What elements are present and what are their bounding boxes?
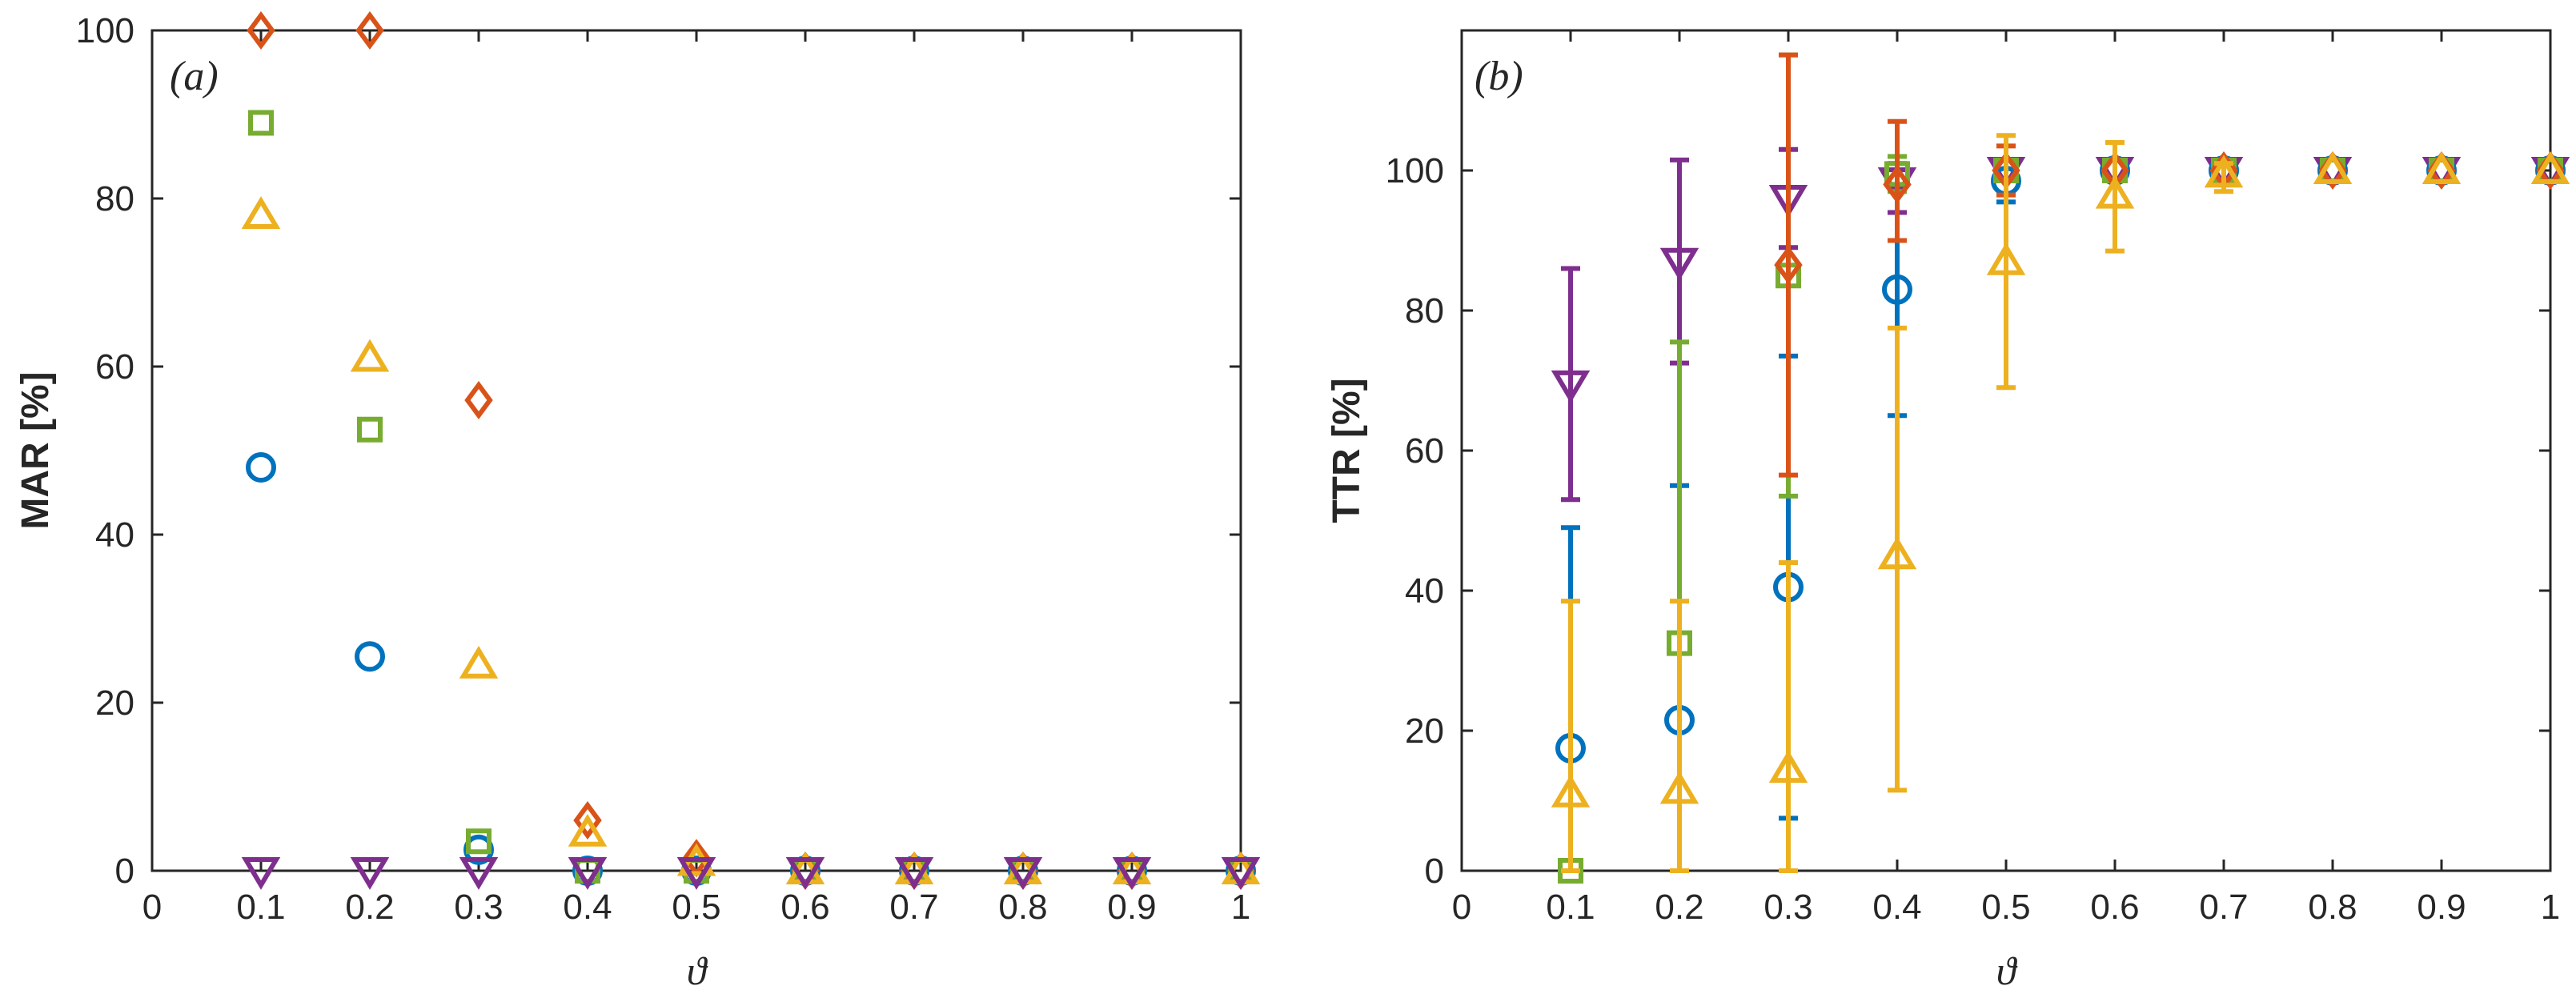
y-tick-label: 80 xyxy=(1405,291,1444,331)
y-tick-label: 0 xyxy=(115,852,134,891)
data-point xyxy=(1112,857,1152,890)
data-point xyxy=(1774,246,1803,285)
series-square xyxy=(1558,52,2563,884)
series-triangle-down xyxy=(241,857,1261,890)
data-point xyxy=(464,380,493,420)
x-tick-label: 0.2 xyxy=(1655,888,1703,927)
data-point xyxy=(894,857,934,890)
data-point xyxy=(1883,165,1912,204)
data-point xyxy=(2422,151,2462,184)
data-point xyxy=(568,813,608,847)
y-tick-label: 80 xyxy=(95,179,134,218)
data-point xyxy=(785,857,825,890)
data-point xyxy=(1659,247,1699,281)
x-tick-label: 0.9 xyxy=(1107,888,1156,927)
data-point xyxy=(2313,151,2353,184)
data-point xyxy=(247,10,275,50)
series-circle xyxy=(246,452,1256,886)
x-tick-label: 0.1 xyxy=(236,888,285,927)
x-tick-label: 0.5 xyxy=(672,888,720,927)
series-square xyxy=(248,110,1254,884)
panel-a-ticks: 0 0.1 0.2 0.3 0.4 0.5 0.6 0.7 0.8 0.9 1 0 20 40 60 80 10… xyxy=(76,11,1251,927)
x-tick-label: 0.7 xyxy=(889,888,938,927)
data-point xyxy=(1768,750,1808,784)
y-tick-label: 20 xyxy=(1405,711,1444,751)
y-tick-label: 0 xyxy=(1425,852,1444,891)
x-tick-label: 0.1 xyxy=(1546,888,1595,927)
panel-a-marks xyxy=(241,10,1261,891)
x-tick-label: 0.3 xyxy=(1763,888,1812,927)
data-point xyxy=(355,641,385,672)
y-tick-label: 40 xyxy=(95,515,134,555)
panel-b-ylabel: TTR [%] xyxy=(1326,378,1368,523)
panel-b-xlabel: ϑ xyxy=(1996,948,2018,993)
panel-b-marks xyxy=(1551,52,2570,884)
series-triangle-up xyxy=(1551,133,2570,873)
panel-a-ylabel: MAR [%] xyxy=(14,371,57,529)
x-tick-label: 0.3 xyxy=(454,888,503,927)
data-point xyxy=(355,10,384,50)
data-point xyxy=(2204,154,2244,188)
data-point xyxy=(1551,370,1591,403)
data-point xyxy=(1551,774,1591,808)
panel-a: 0 0.1 0.2 0.3 0.4 0.5 0.6 0.7 0.8 0.9 1 0 20 40 60 80 10… xyxy=(14,10,1261,993)
data-point xyxy=(466,828,492,855)
x-tick-label: 0.8 xyxy=(2308,888,2357,927)
y-tick-label: 20 xyxy=(95,683,134,723)
x-tick-label: 1 xyxy=(2541,888,2560,927)
data-point xyxy=(459,857,499,890)
y-tick-label: 100 xyxy=(1386,151,1444,190)
data-point xyxy=(568,857,608,890)
x-tick-label: 0.8 xyxy=(998,888,1047,927)
y-tick-label: 60 xyxy=(95,347,134,387)
series-triangle-down xyxy=(1551,146,2570,503)
x-tick-label: 0.9 xyxy=(2417,888,2466,927)
x-tick-label: 0.4 xyxy=(563,888,612,927)
y-tick-label: 100 xyxy=(76,11,134,50)
x-tick-label: 0.2 xyxy=(345,888,394,927)
data-point xyxy=(573,800,602,840)
data-point xyxy=(350,857,390,890)
x-tick-label: 0.6 xyxy=(2090,888,2139,927)
data-point xyxy=(2095,175,2135,209)
series-triangle-up xyxy=(241,196,1261,884)
data-point xyxy=(357,416,383,443)
data-point xyxy=(1003,857,1043,890)
series-circle xyxy=(1555,155,2566,873)
data-point xyxy=(1986,242,2026,275)
data-point xyxy=(350,339,390,372)
panel-b-label: (b) xyxy=(1475,54,1523,99)
panel-a-xlabel: ϑ xyxy=(687,948,708,993)
x-tick-label: 1 xyxy=(1231,888,1250,927)
data-point xyxy=(676,857,716,890)
data-point xyxy=(246,452,276,483)
series-diamond xyxy=(247,10,1255,891)
data-point xyxy=(1659,771,1699,804)
y-tick-label: 40 xyxy=(1405,571,1444,611)
x-tick-label: 0.5 xyxy=(1981,888,2030,927)
data-point xyxy=(1882,274,1912,305)
panel-a-label: (a) xyxy=(170,54,219,99)
x-tick-label: 0.4 xyxy=(1872,888,1921,927)
x-tick-label: 0 xyxy=(1452,888,1471,927)
data-point xyxy=(248,110,274,136)
y-tick-label: 60 xyxy=(1405,431,1444,471)
panel-b: 0 0.1 0.2 0.3 0.4 0.5 0.6 0.7 0.8 0.9 1 0 20 40 60 80 10… xyxy=(1326,29,2570,993)
data-point xyxy=(1221,857,1261,890)
x-tick-label: 0.7 xyxy=(2199,888,2248,927)
data-point xyxy=(2530,151,2570,184)
x-tick-label: 0 xyxy=(142,888,162,927)
x-tick-label: 0.6 xyxy=(780,888,829,927)
data-point xyxy=(241,196,281,229)
data-point xyxy=(1877,536,1917,570)
data-point xyxy=(459,645,499,679)
data-point xyxy=(241,857,281,890)
panel-b-ticks: 0 0.1 0.2 0.3 0.4 0.5 0.6 0.7 0.8 0.9 1 0 20 40 60 80 10… xyxy=(1386,30,2560,927)
panel-a-axes-box xyxy=(150,29,1242,872)
